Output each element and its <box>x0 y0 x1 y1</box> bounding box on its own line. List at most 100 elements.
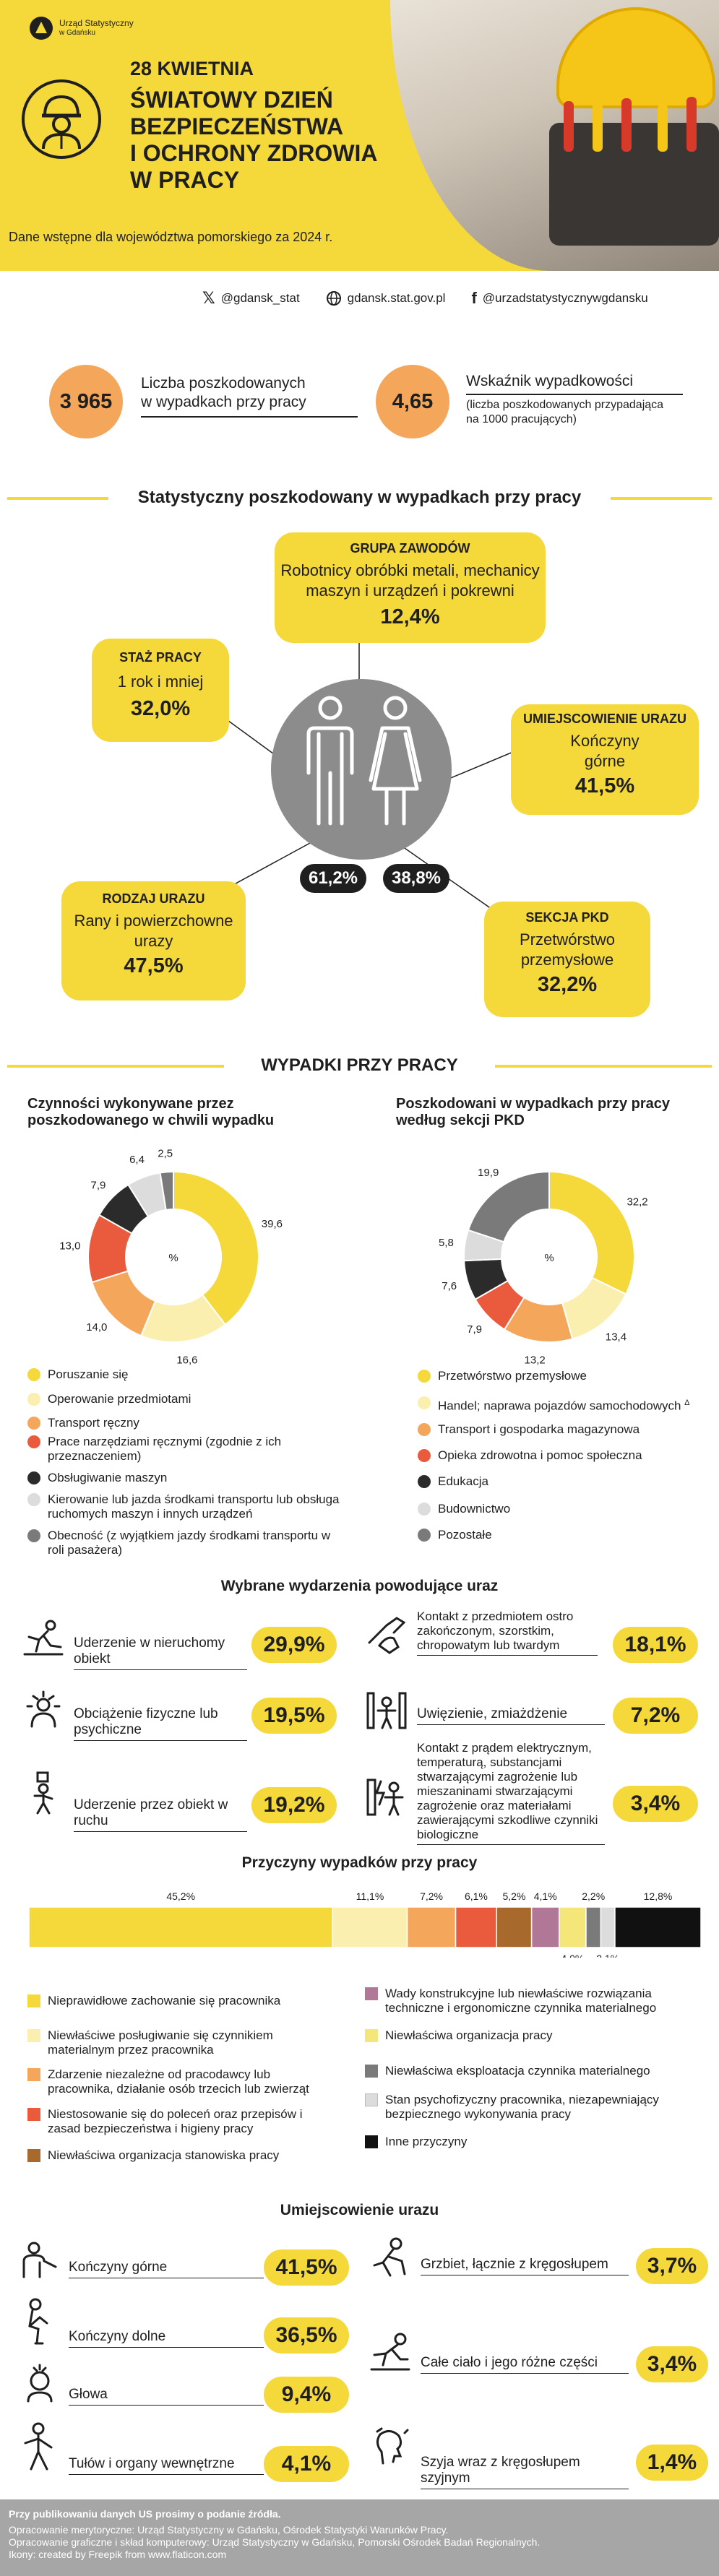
header-banner: Urząd Statystyczny w Gdańsku 28 KWIETNIA… <box>0 0 719 271</box>
chart1-center-label: % <box>168 1252 178 1264</box>
causes-bar-label-8: 2,1% <box>596 1953 619 1958</box>
location-title: Umiejscowienie urazu <box>280 2202 439 2218</box>
social-fb[interactable]: @urzadstatystycznywgdansku <box>482 291 648 305</box>
event-2-value: 19,2% <box>251 1787 337 1823</box>
header-title-line-1: ŚWIATOWY DZIEŃ <box>130 87 333 113</box>
chart1-legend-0-swatch <box>27 1368 40 1381</box>
leg-icon <box>28 2298 48 2345</box>
chart2-legend-1: Handel; naprawa pojazdów samochodowych Δ <box>418 1396 714 1414</box>
causes-legend-0-swatch <box>27 1994 40 2007</box>
hand-cut-icon <box>368 1617 406 1654</box>
chart2-slice-0 <box>548 1170 635 1295</box>
location-1-value: 36,5% <box>264 2317 349 2354</box>
header-title: ŚWIATOWY DZIEŃ BEZPIECZEŃSTWA I OCHRONY … <box>130 87 378 194</box>
male-figure-icon <box>306 696 354 826</box>
causes-title: Przyczyny wypadków przy pracy <box>241 1854 478 1871</box>
chart1-legend-6: Obecność (z wyjątkiem jazdy środkami tra… <box>27 1529 345 1557</box>
causes-bar: 45,2% 11,1% 7,2% 6,1% 5,2% 4,1% 4,0% 2,2% 2,1% 12… <box>28 1890 702 1958</box>
kpi-rate-circle: 4,65 <box>376 365 449 438</box>
causes-bar-label-5: 4,1% <box>534 1890 557 1902</box>
chart1-value-label-4: 7,9 <box>91 1179 106 1191</box>
causes-legend-1: Niewłaściwe posługiwanie się czynnikiem … <box>27 2028 338 2057</box>
electric-shock-icon <box>366 1778 404 1816</box>
back-icon <box>373 2237 406 2277</box>
torso-icon <box>24 2422 53 2471</box>
chart1-legend-6-swatch <box>27 1529 40 1542</box>
location-4-value: 3,7% <box>636 2248 708 2284</box>
chart2-value-label-3: 7,9 <box>467 1323 482 1336</box>
event-3-label: Kontakt z przedmiotem ostro zakończonym,… <box>417 1609 598 1656</box>
causes-bar-segment-8 <box>600 1906 616 1948</box>
chart2-legend-1-swatch <box>418 1396 431 1409</box>
neck-icon <box>376 2427 409 2465</box>
chart2-legend-4: Edukacja <box>418 1474 714 1489</box>
chart2-legend-0: Przetwórstwo przemysłowe <box>418 1369 714 1383</box>
chart1-donut: 39,6 16,6 14,0 13,0 7,9 6,4 2,5% <box>59 1147 283 1366</box>
causes-bar-segment-6 <box>559 1906 587 1948</box>
causes-legend-9-swatch <box>365 2135 378 2148</box>
chart2-legend-3-swatch <box>418 1449 431 1462</box>
causes-legend-5-swatch <box>365 1987 378 2000</box>
header-date: 28 KWIETNIA <box>130 58 254 79</box>
profile-group-value: 12,4% <box>380 605 440 628</box>
causes-bar-segment-7 <box>585 1906 602 1948</box>
kpi-rate-label: Wskaźnik wypadkowości (liczba poszkodowa… <box>466 372 683 427</box>
location-2-value: 9,4% <box>264 2377 349 2413</box>
events-row-0: Uderzenie w nieruchomy obiekt 29,9% <box>22 1618 340 1670</box>
event-0-value: 29,9% <box>251 1627 337 1663</box>
causes-bar-segment-0 <box>28 1906 334 1948</box>
location-row-2: Głowa 9,4% <box>18 2362 350 2413</box>
chart1-legend-5: Kierowanie lub jazda środkami transportu… <box>27 1492 345 1521</box>
profile-pkd-value: 32,2% <box>537 973 598 996</box>
causes-legend-7: Niewłaściwa eksploatacja czynnika materi… <box>365 2064 697 2078</box>
causes-bar-label-1: 11,1% <box>356 1890 384 1902</box>
causes-bar-label-2: 7,2% <box>420 1890 443 1902</box>
header-title-line-3: I OCHRONY ZDROWIA <box>130 140 378 166</box>
causes-legend-2-swatch <box>27 2068 40 2081</box>
arm-icon <box>22 2242 57 2278</box>
causes-bar-segment-1 <box>332 1906 408 1948</box>
body-icon <box>370 2333 410 2371</box>
female-figure-icon <box>369 696 422 826</box>
kpi-rate-value: 4,65 <box>392 389 434 413</box>
falling-object-icon <box>33 1771 53 1815</box>
gender-circle <box>271 679 452 860</box>
event-2-label: Uderzenie przez obiekt w ruchu <box>74 1797 247 1832</box>
chart2-legend-5-swatch <box>418 1503 431 1516</box>
chart2-value-label-2: 13,2 <box>525 1354 546 1367</box>
causes-legend-1-swatch <box>27 2029 40 2042</box>
social-row: 𝕏 @gdansk_stat gdansk.stat.gov.pl f @urz… <box>202 289 648 308</box>
event-5-label: Kontakt z prądem elektrycznym, temperatu… <box>417 1741 605 1845</box>
location-row-4: Grzbiet, łącznie z kręgosłupem 3,7% <box>369 2236 708 2287</box>
location-1-label: Kończyny dolne <box>69 2329 264 2348</box>
causes-bar-label-0: 45,2% <box>166 1890 195 1902</box>
chart2-value-label-6: 19,9 <box>478 1167 499 1179</box>
causes-bar-label-7: 2,2% <box>582 1890 605 1902</box>
social-www[interactable]: gdansk.stat.gov.pl <box>347 291 446 305</box>
causes-legend-6: Niewłaściwa organizacja pracy <box>365 2028 697 2043</box>
globe-icon <box>326 291 341 306</box>
chart1-legend-4: Obsługiwanie maszyn <box>27 1471 345 1485</box>
chart2-legend-0-swatch <box>418 1370 431 1383</box>
chart1-slice-0 <box>173 1170 259 1326</box>
chart2-slice-6 <box>467 1170 550 1243</box>
chart2-legend-3: Opieka zdrowotna i pomoc społeczna <box>418 1448 714 1463</box>
profile-pkd-box: SEKCJA PKD Przetwórstwo przemysłowe 32,2… <box>484 902 650 1017</box>
causes-bar-segment-9 <box>614 1906 702 1948</box>
x-icon: 𝕏 <box>202 289 215 307</box>
male-share-badge: 61,2% <box>300 864 366 893</box>
events-row-2: Uderzenie przez obiekt w ruchu 19,2% <box>22 1771 340 1832</box>
social-x[interactable]: @gdansk_stat <box>220 291 300 305</box>
location-row-1: Kończyny dolne 36,5% <box>18 2297 350 2355</box>
chart1-legend-2: Transport ręczny <box>27 1416 345 1430</box>
stress-icon <box>26 1690 61 1728</box>
footer-line1: Przy publikowaniu danych US prosimy o po… <box>9 2508 281 2520</box>
location-row-5: Całe ciało i jego różne części 3,4% <box>369 2330 708 2382</box>
header-subtitle: Dane wstępne dla województwa pomorskiego… <box>9 230 333 244</box>
chart1-legend-4-swatch <box>27 1471 40 1484</box>
location-6-label: Szyja wraz z kręgosłupem szyjnym <box>421 2455 629 2489</box>
causes-legend-3: Niestosowanie się do poleceń oraz przepi… <box>27 2107 338 2136</box>
causes-legend-6-swatch <box>365 2029 378 2042</box>
causes-legend-8: Stan psychofizyczny pracownika, niezapew… <box>365 2093 697 2122</box>
chart2-legend-6: Pozostałe <box>418 1528 714 1542</box>
